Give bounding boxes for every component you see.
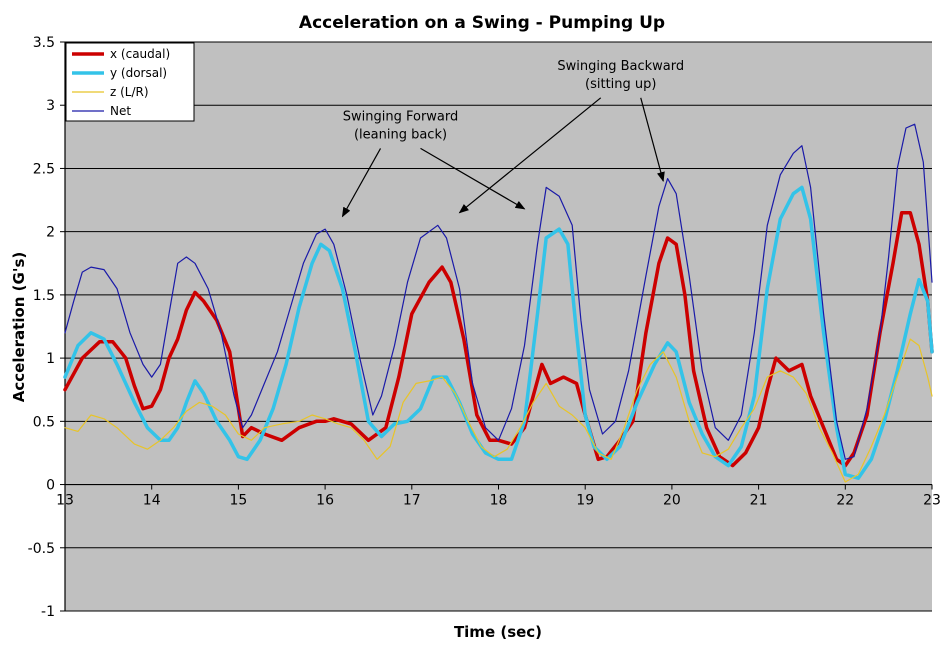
chart-title: Acceleration on a Swing - Pumping Up	[299, 13, 665, 33]
series-line-0	[63, 210, 934, 468]
legend-label: Net	[110, 104, 131, 118]
series-line-1	[63, 185, 934, 480]
legend-box	[65, 42, 195, 122]
x-tick-label: 16	[316, 493, 334, 509]
annotation-arrow	[640, 97, 665, 183]
x-tick-label: 17	[403, 493, 421, 509]
y-tick-label: 0.5	[33, 414, 55, 430]
x-tick-label: 14	[143, 493, 161, 509]
annotation-label: Swinging Forward (leaning back)	[343, 109, 459, 142]
x-tick-label: 19	[576, 493, 594, 509]
y-axis-label: Acceleration (G's)	[10, 252, 28, 402]
x-tick-label: 20	[663, 493, 681, 509]
y-tick-label: -1	[41, 604, 55, 620]
x-tick-label: 21	[750, 493, 768, 509]
y-tick-label: 1	[46, 351, 55, 367]
y-tick-label: 3	[46, 98, 55, 114]
y-tick-label: -0.5	[28, 541, 55, 557]
y-axis-ticks: -1 -0.5 0 0.5 1 1.5 2 2.5 3 3.5	[28, 35, 65, 620]
x-tick-label: 18	[490, 493, 508, 509]
x-tick-label: 13	[56, 493, 74, 509]
series-line-3	[64, 123, 933, 460]
y-tick-label: 0	[46, 478, 55, 494]
y-tick-label: 1.5	[33, 288, 55, 304]
annotation-arrow	[341, 148, 382, 218]
legend-label: y (dorsal)	[110, 66, 167, 80]
y-tick-label: 2.5	[33, 161, 55, 177]
annotation-arrow	[458, 97, 602, 214]
annotation-label: Swinging Backward (sitting up)	[557, 59, 684, 92]
plot-area	[65, 42, 932, 611]
x-axis-label: Time (sec)	[454, 623, 542, 641]
x-tick-label: 23	[923, 493, 941, 509]
series-line-2	[64, 338, 933, 483]
y-tick-label: 2	[46, 225, 55, 241]
x-axis-ticks: 13 14 15 16 17 18 19 20 21 22 23	[56, 42, 941, 611]
x-tick-label: 15	[229, 493, 247, 509]
legend-label: z (L/R)	[110, 85, 149, 99]
annotation-arrow	[420, 147, 526, 210]
legend-label: x (caudal)	[110, 47, 170, 61]
legend: x (caudal) y (dorsal) z (L/R) Net	[65, 42, 195, 122]
y-tick-label: 3.5	[33, 35, 55, 51]
series-lines	[63, 123, 934, 483]
annotations: Swinging Forward (leaning back) Swinging B…	[341, 59, 684, 218]
x-tick-label: 22	[836, 493, 854, 509]
